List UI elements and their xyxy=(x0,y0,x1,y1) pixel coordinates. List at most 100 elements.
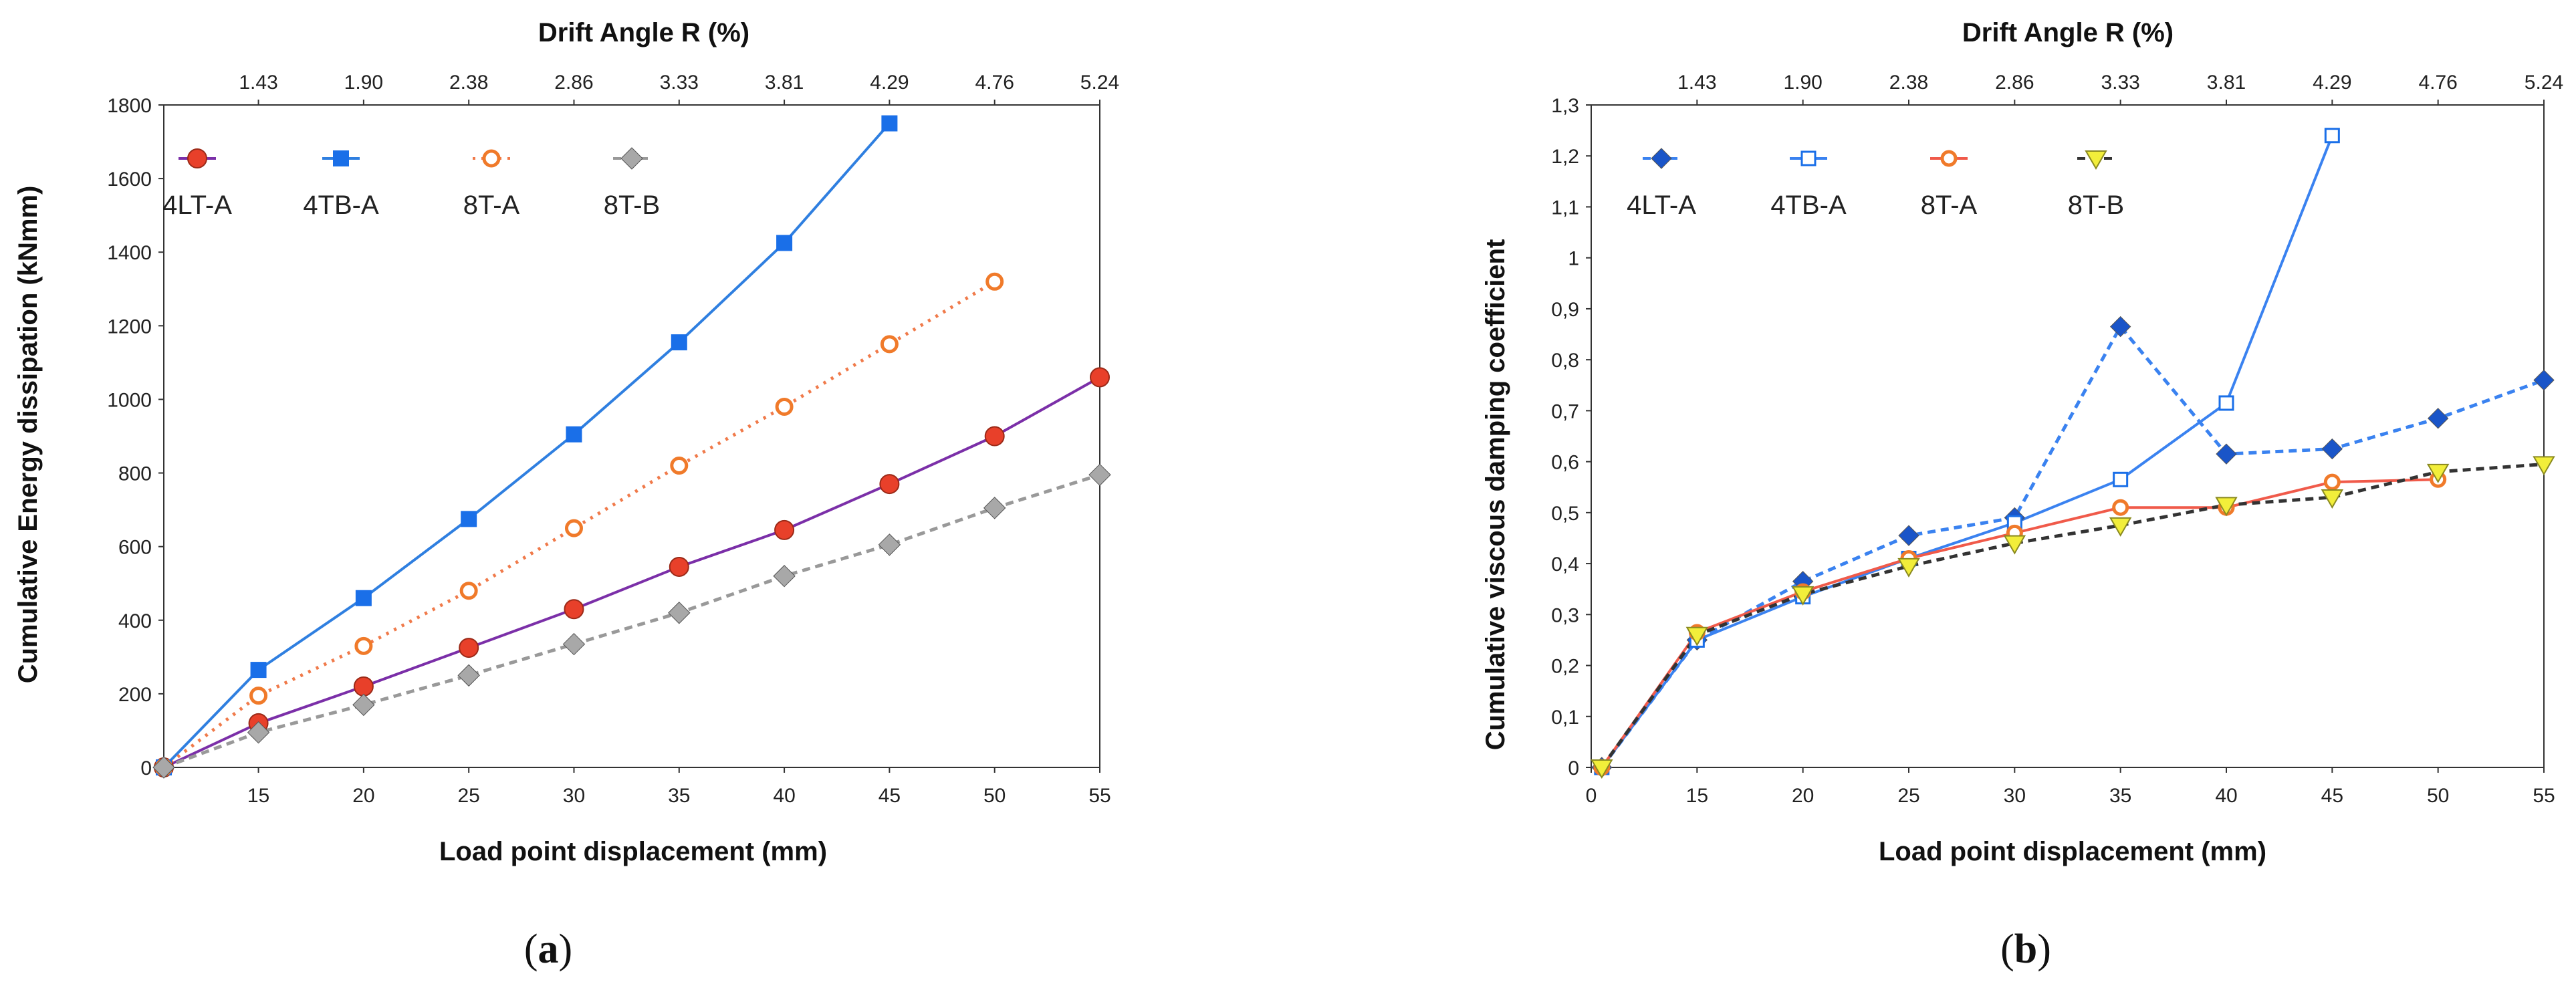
chart-b-point-4lt-a xyxy=(2216,443,2237,465)
chart-b-point-8t-b xyxy=(1897,558,1920,578)
chart-a-point-4tb-a xyxy=(250,662,267,679)
chart-b-point-4lt-a xyxy=(2321,438,2343,460)
chart-a-point-8t-b xyxy=(352,693,375,717)
chart-a-y-tick-label: 1200 xyxy=(107,316,152,338)
chart-b-y-tick-label: 1,2 xyxy=(1551,146,1579,168)
chart-b-y-tick-label: 0 xyxy=(1568,757,1579,779)
chart-a-series-line-8t-b xyxy=(163,473,1100,769)
chart-a-y-tick-label: 1400 xyxy=(107,242,152,264)
chart-a-point-8t-a xyxy=(880,335,899,354)
chart-a-point-8t-b xyxy=(457,664,480,687)
chart-a-x-tick-label: 40 xyxy=(773,785,795,807)
chart-a-point-4tb-a xyxy=(461,511,477,527)
chart-b-legend-label: 8T-B xyxy=(2068,191,2124,220)
chart-a-point-4tb-a xyxy=(566,426,582,443)
chart-b-x-tick-label: 25 xyxy=(1897,785,1919,807)
chart-a-point-4tb-a xyxy=(881,115,898,132)
chart-a-series-line-8t-a xyxy=(162,280,996,769)
chart-b-x2-label: Drift Angle R (%) xyxy=(1962,18,2174,47)
chart-a-x-label: Load point displacement (mm) xyxy=(439,837,827,866)
chart-b-x2-tick-label: 3.81 xyxy=(2207,72,2246,94)
chart-a-x-tick-label: 35 xyxy=(668,785,690,807)
chart-a-point-8t-a xyxy=(249,687,268,705)
chart-a-point-8t-b xyxy=(1088,463,1111,487)
chart-b-point-4tb-a xyxy=(2113,471,2129,487)
chart-a-x2-tick-label: 4.29 xyxy=(870,72,909,94)
chart-a-x-tick-label: 20 xyxy=(352,785,374,807)
chart-b-x-tick-label: 15 xyxy=(1686,785,1708,807)
chart-a-point-8t-a xyxy=(670,457,689,475)
chart-a-y-tick-label: 1800 xyxy=(107,95,152,117)
chart-b-point-8t-a xyxy=(2112,499,2129,516)
chart-b-y-tick-label: 0,3 xyxy=(1551,604,1579,626)
chart-a-x-tick-label: 55 xyxy=(1088,785,1110,807)
chart-b-legend-label: 4TB-A xyxy=(1770,191,1847,220)
chart-b-x2-tick-label: 2.38 xyxy=(1889,72,1928,94)
chart-b-point-8t-b xyxy=(2321,489,2344,509)
chart-a-legend-marker xyxy=(187,148,207,168)
chart-b-x-tick-label: 50 xyxy=(2427,785,2449,807)
chart-a-point-4lt-a xyxy=(669,556,689,577)
chart-a-y-tick-label: 200 xyxy=(118,684,152,706)
chart-b-x-tick-label: 40 xyxy=(2215,785,2237,807)
chart-b-y-tick-label: 1,1 xyxy=(1551,197,1579,219)
chart-b-plot-frame xyxy=(1591,104,2545,768)
chart-b-point-4lt-a xyxy=(2427,408,2449,429)
chart-a-legend-label: 4TB-A xyxy=(303,191,379,220)
chart-a-point-4lt-a xyxy=(1090,367,1110,388)
chart-b-y-tick-label: 1 xyxy=(1568,248,1579,270)
chart-a: Drift Angle R (%) Cumulative Energy diss… xyxy=(13,18,1119,972)
chart-a-point-8t-a xyxy=(354,636,373,655)
chart-b: Drift Angle R (%) Cumulative viscous dam… xyxy=(1481,18,2563,972)
chart-a-plot-frame xyxy=(163,104,1100,768)
chart-a-point-4lt-a xyxy=(564,599,584,620)
chart-a-x2-tick-label: 4.76 xyxy=(975,72,1014,94)
chart-a-point-4tb-a xyxy=(355,590,372,606)
chart-b-x-tick-label: 20 xyxy=(1792,785,1814,807)
chart-a-x-tick-label: 15 xyxy=(247,785,269,807)
chart-b-x2-tick-label: 1.90 xyxy=(1783,72,1822,94)
chart-b-x2-tick-label: 2.86 xyxy=(1995,72,2034,94)
chart-b-point-8t-b xyxy=(1791,586,1814,606)
chart-b-series-line-4lt-a xyxy=(1600,325,2545,769)
chart-b-point-8t-b xyxy=(2003,535,2026,555)
chart-b-legend-marker xyxy=(1800,150,1817,166)
chart-a-x2-tick-label: 2.38 xyxy=(449,72,488,94)
chart-b-point-4lt-a xyxy=(2533,369,2555,391)
chart-b-x-tick-label: 35 xyxy=(2109,785,2131,807)
chart-b-y-tick-label: 0,9 xyxy=(1551,299,1579,321)
chart-a-legend-label: 8T-B xyxy=(604,191,660,220)
chart-b-series-line-4tb-a xyxy=(1601,135,2334,769)
chart-a-point-8t-a xyxy=(775,397,794,416)
chart-a-x2-tick-label: 3.33 xyxy=(660,72,699,94)
chart-a-point-4lt-a xyxy=(879,474,900,495)
chart-b-series-line-8t-b xyxy=(1600,462,2545,769)
chart-a-point-8t-b xyxy=(773,565,796,588)
chart-a-series-line-4tb-a xyxy=(162,122,891,769)
chart-b-x-tick-label: 0 xyxy=(1586,785,1597,807)
chart-b-x2-tick-label: 4.29 xyxy=(2313,72,2351,94)
chart-a-point-8t-b xyxy=(152,756,175,779)
chart-a-point-8t-b xyxy=(668,602,691,624)
chart-b-caption: (b) xyxy=(2000,927,2051,972)
chart-a-point-8t-b xyxy=(983,497,1006,519)
chart-b-x2-tick-label: 1.43 xyxy=(1677,72,1716,94)
chart-b-y-tick-label: 0,5 xyxy=(1551,503,1579,525)
chart-b-y-tick-label: 0,2 xyxy=(1551,656,1579,678)
chart-a-legend-marker xyxy=(333,150,349,166)
chart-b-point-8t-a xyxy=(2323,473,2341,491)
chart-b-point-8t-b xyxy=(2426,463,2450,483)
chart-a-y-label: Cumulative Energy dissipation (kNmm) xyxy=(13,186,43,684)
chart-a-point-4lt-a xyxy=(774,519,795,540)
chart-a-point-8t-a xyxy=(985,272,1004,291)
chart-b-x2-tick-label: 5.24 xyxy=(2525,72,2563,94)
chart-a-y-tick-label: 0 xyxy=(140,757,152,779)
chart-a-y-tick-label: 1600 xyxy=(107,168,152,191)
chart-b-legend-label: 8T-A xyxy=(1921,191,1978,220)
chart-a-point-8t-a xyxy=(459,582,478,600)
chart-a-point-4lt-a xyxy=(459,638,479,658)
chart-b-point-8t-b xyxy=(2533,456,2555,476)
chart-a-point-8t-a xyxy=(564,519,583,537)
chart-a-x2-tick-label: 1.43 xyxy=(239,72,277,94)
